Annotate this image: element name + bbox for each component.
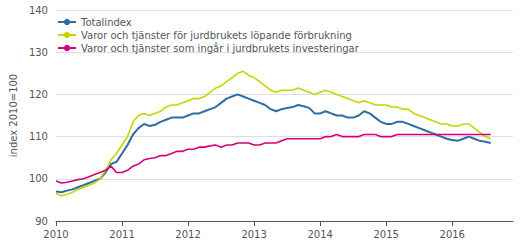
svg-text:140: 140 xyxy=(29,5,48,16)
svg-text:2014: 2014 xyxy=(307,229,332,240)
svg-text:2015: 2015 xyxy=(373,229,398,240)
svg-text:130: 130 xyxy=(29,47,48,58)
svg-text:2012: 2012 xyxy=(175,229,200,240)
svg-text:90: 90 xyxy=(35,216,48,227)
svg-text:2010: 2010 xyxy=(43,229,68,240)
svg-text:index 2010=100: index 2010=100 xyxy=(8,74,19,157)
svg-text:Totalindex: Totalindex xyxy=(80,17,132,28)
svg-text:2016: 2016 xyxy=(440,229,465,240)
svg-text:2013: 2013 xyxy=(241,229,266,240)
svg-text:100: 100 xyxy=(29,173,48,184)
svg-text:110: 110 xyxy=(29,131,48,142)
svg-text:Varor och tjänster för jurdbru: Varor och tjänster för jurdbrukets löpan… xyxy=(81,30,352,41)
svg-text:120: 120 xyxy=(29,89,48,100)
svg-text:Varor och tjänster som ingår i: Varor och tjänster som ingår i jurdbruke… xyxy=(81,42,360,54)
svg-text:2011: 2011 xyxy=(109,229,134,240)
